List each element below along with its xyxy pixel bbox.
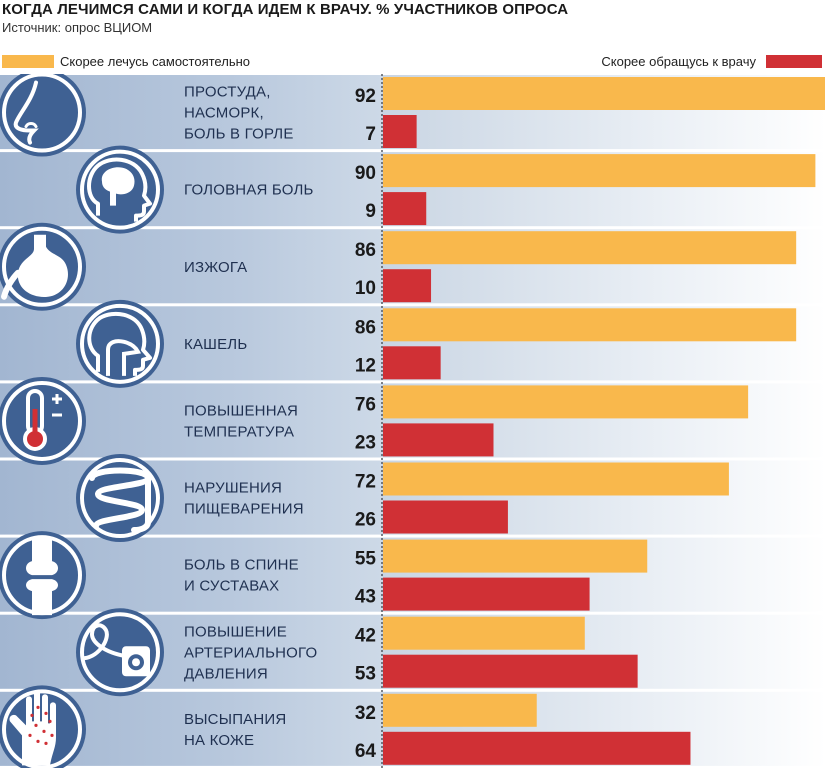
value-doctor-7: 53 [355, 664, 376, 685]
legend-self-label: Скорее лечусь самостоятельно [60, 53, 250, 69]
row-band-5 [0, 460, 382, 535]
bar-self-1 [383, 154, 816, 188]
category-label-line: ТЕМПЕРАТУРА [184, 423, 294, 440]
value-self-8: 32 [355, 703, 376, 724]
value-self-5: 72 [355, 472, 376, 493]
value-self-1: 90 [355, 163, 376, 184]
category-label-line: НАСМОРК, [184, 105, 264, 122]
category-label-7: ПОВЫШЕНИЕ АРТЕРИАЛЬНОГО ДАВЛЕНИЯ [184, 623, 317, 682]
hand-rash-icon [0, 685, 86, 768]
category-label-line: БОЛЬ В СПИНЕ [184, 557, 299, 574]
category-label-line: ПОВЫШЕНИЕ [184, 623, 287, 640]
value-doctor-8: 64 [355, 741, 377, 762]
category-label-line: ИЗЖОГА [184, 259, 247, 276]
bar-self-2 [383, 231, 797, 265]
value-doctor-6: 43 [355, 587, 376, 608]
value-doctor-1: 9 [365, 201, 376, 222]
value-self-2: 86 [355, 240, 376, 261]
bar-self-4 [383, 385, 749, 419]
chart-source: Источник: опрос ВЦИОМ [2, 20, 153, 35]
category-label-4: ПОВЫШЕННАЯ ТЕМПЕРАТУРА [184, 402, 298, 440]
category-label-line: НА КОЖЕ [184, 732, 254, 749]
bar-doctor-8 [383, 731, 691, 765]
category-label-line: ГОЛОВНАЯ БОЛЬ [184, 182, 314, 199]
value-self-3: 86 [355, 317, 376, 338]
bar-self-0 [383, 77, 825, 110]
row-band-1 [0, 152, 382, 227]
category-label-line: БОЛЬ В ГОРЛЕ [184, 126, 294, 143]
category-label-8: ВЫСЫПАНИЯ НА КОЖЕ [184, 711, 286, 749]
bar-self-6 [383, 539, 648, 573]
category-label-0: ПРОСТУДА, НАСМОРК, БОЛЬ В ГОРЛЕ [184, 84, 294, 143]
category-label-line: АРТЕРИАЛЬНОГО [184, 644, 317, 661]
category-label-line: ВЫСЫПАНИЯ [184, 711, 286, 728]
row-band-7 [0, 614, 382, 689]
category-label-line: КАШЕЛЬ [184, 336, 247, 353]
category-label-3: КАШЕЛЬ [184, 336, 247, 353]
legend-doctor-swatch [766, 54, 822, 68]
thermometer-icon [0, 376, 86, 465]
joint-bone-icon [0, 531, 86, 620]
value-self-4: 76 [355, 394, 376, 415]
value-doctor-4: 23 [355, 432, 376, 453]
category-label-line: НАРУШЕНИЯ [184, 480, 282, 497]
category-label-line: ПОВЫШЕННАЯ [184, 402, 298, 419]
value-doctor-0: 7 [365, 124, 376, 145]
value-doctor-5: 26 [355, 510, 376, 531]
category-label-1: ГОЛОВНАЯ БОЛЬ [184, 182, 314, 199]
bar-self-5 [383, 462, 729, 496]
stomach-icon [0, 222, 86, 311]
bar-doctor-4 [383, 423, 494, 457]
legend-self: Скорее лечусь самостоятельно [2, 52, 250, 70]
bar-self-7 [383, 616, 585, 650]
row-band-3 [0, 306, 382, 381]
bar-doctor-3 [383, 346, 441, 380]
legend-self-swatch [2, 54, 54, 68]
category-label-line: ПРОСТУДА, [184, 84, 271, 101]
legend-doctor-label: Скорее обращусь к врачу [601, 53, 756, 69]
bar-doctor-6 [383, 577, 590, 611]
bar-doctor-7 [383, 654, 638, 688]
bar-doctor-2 [383, 269, 432, 303]
category-label-line: И СУСТАВАХ [184, 578, 279, 595]
head-brain-icon [76, 145, 164, 234]
value-self-6: 55 [355, 549, 377, 570]
legend-doctor: Скорее обращусь к врачу [601, 52, 822, 70]
intestine-icon [76, 454, 164, 543]
nose-icon [0, 74, 86, 157]
category-label-6: БОЛЬ В СПИНЕ И СУСТАВАХ [184, 557, 299, 595]
category-label-line: ДАВЛЕНИЯ [184, 665, 268, 682]
bar-self-3 [383, 308, 797, 342]
value-doctor-2: 10 [355, 278, 376, 299]
blood-pressure-monitor-icon [76, 608, 164, 697]
bar-doctor-1 [383, 192, 427, 226]
bar-self-8 [383, 693, 537, 727]
bar-chart: ПРОСТУДА, НАСМОРК, БОЛЬ В ГОРЛЕ ГОЛОВНАЯ БО… [0, 74, 826, 768]
chart-title: КОГДА ЛЕЧИМСЯ САМИ И КОГДА ИДЕМ К ВРАЧУ.… [2, 1, 569, 18]
category-label-2: ИЗЖОГА [184, 259, 247, 276]
value-self-7: 42 [355, 626, 376, 647]
value-doctor-3: 12 [355, 355, 376, 376]
bar-doctor-0 [383, 115, 417, 148]
head-throat-icon [76, 299, 164, 388]
category-label-5: НАРУШЕНИЯ ПИЩЕВАРЕНИЯ [184, 480, 304, 518]
category-label-line: ПИЩЕВАРЕНИЯ [184, 501, 304, 518]
value-self-0: 92 [355, 86, 376, 107]
bar-doctor-5 [383, 500, 508, 534]
